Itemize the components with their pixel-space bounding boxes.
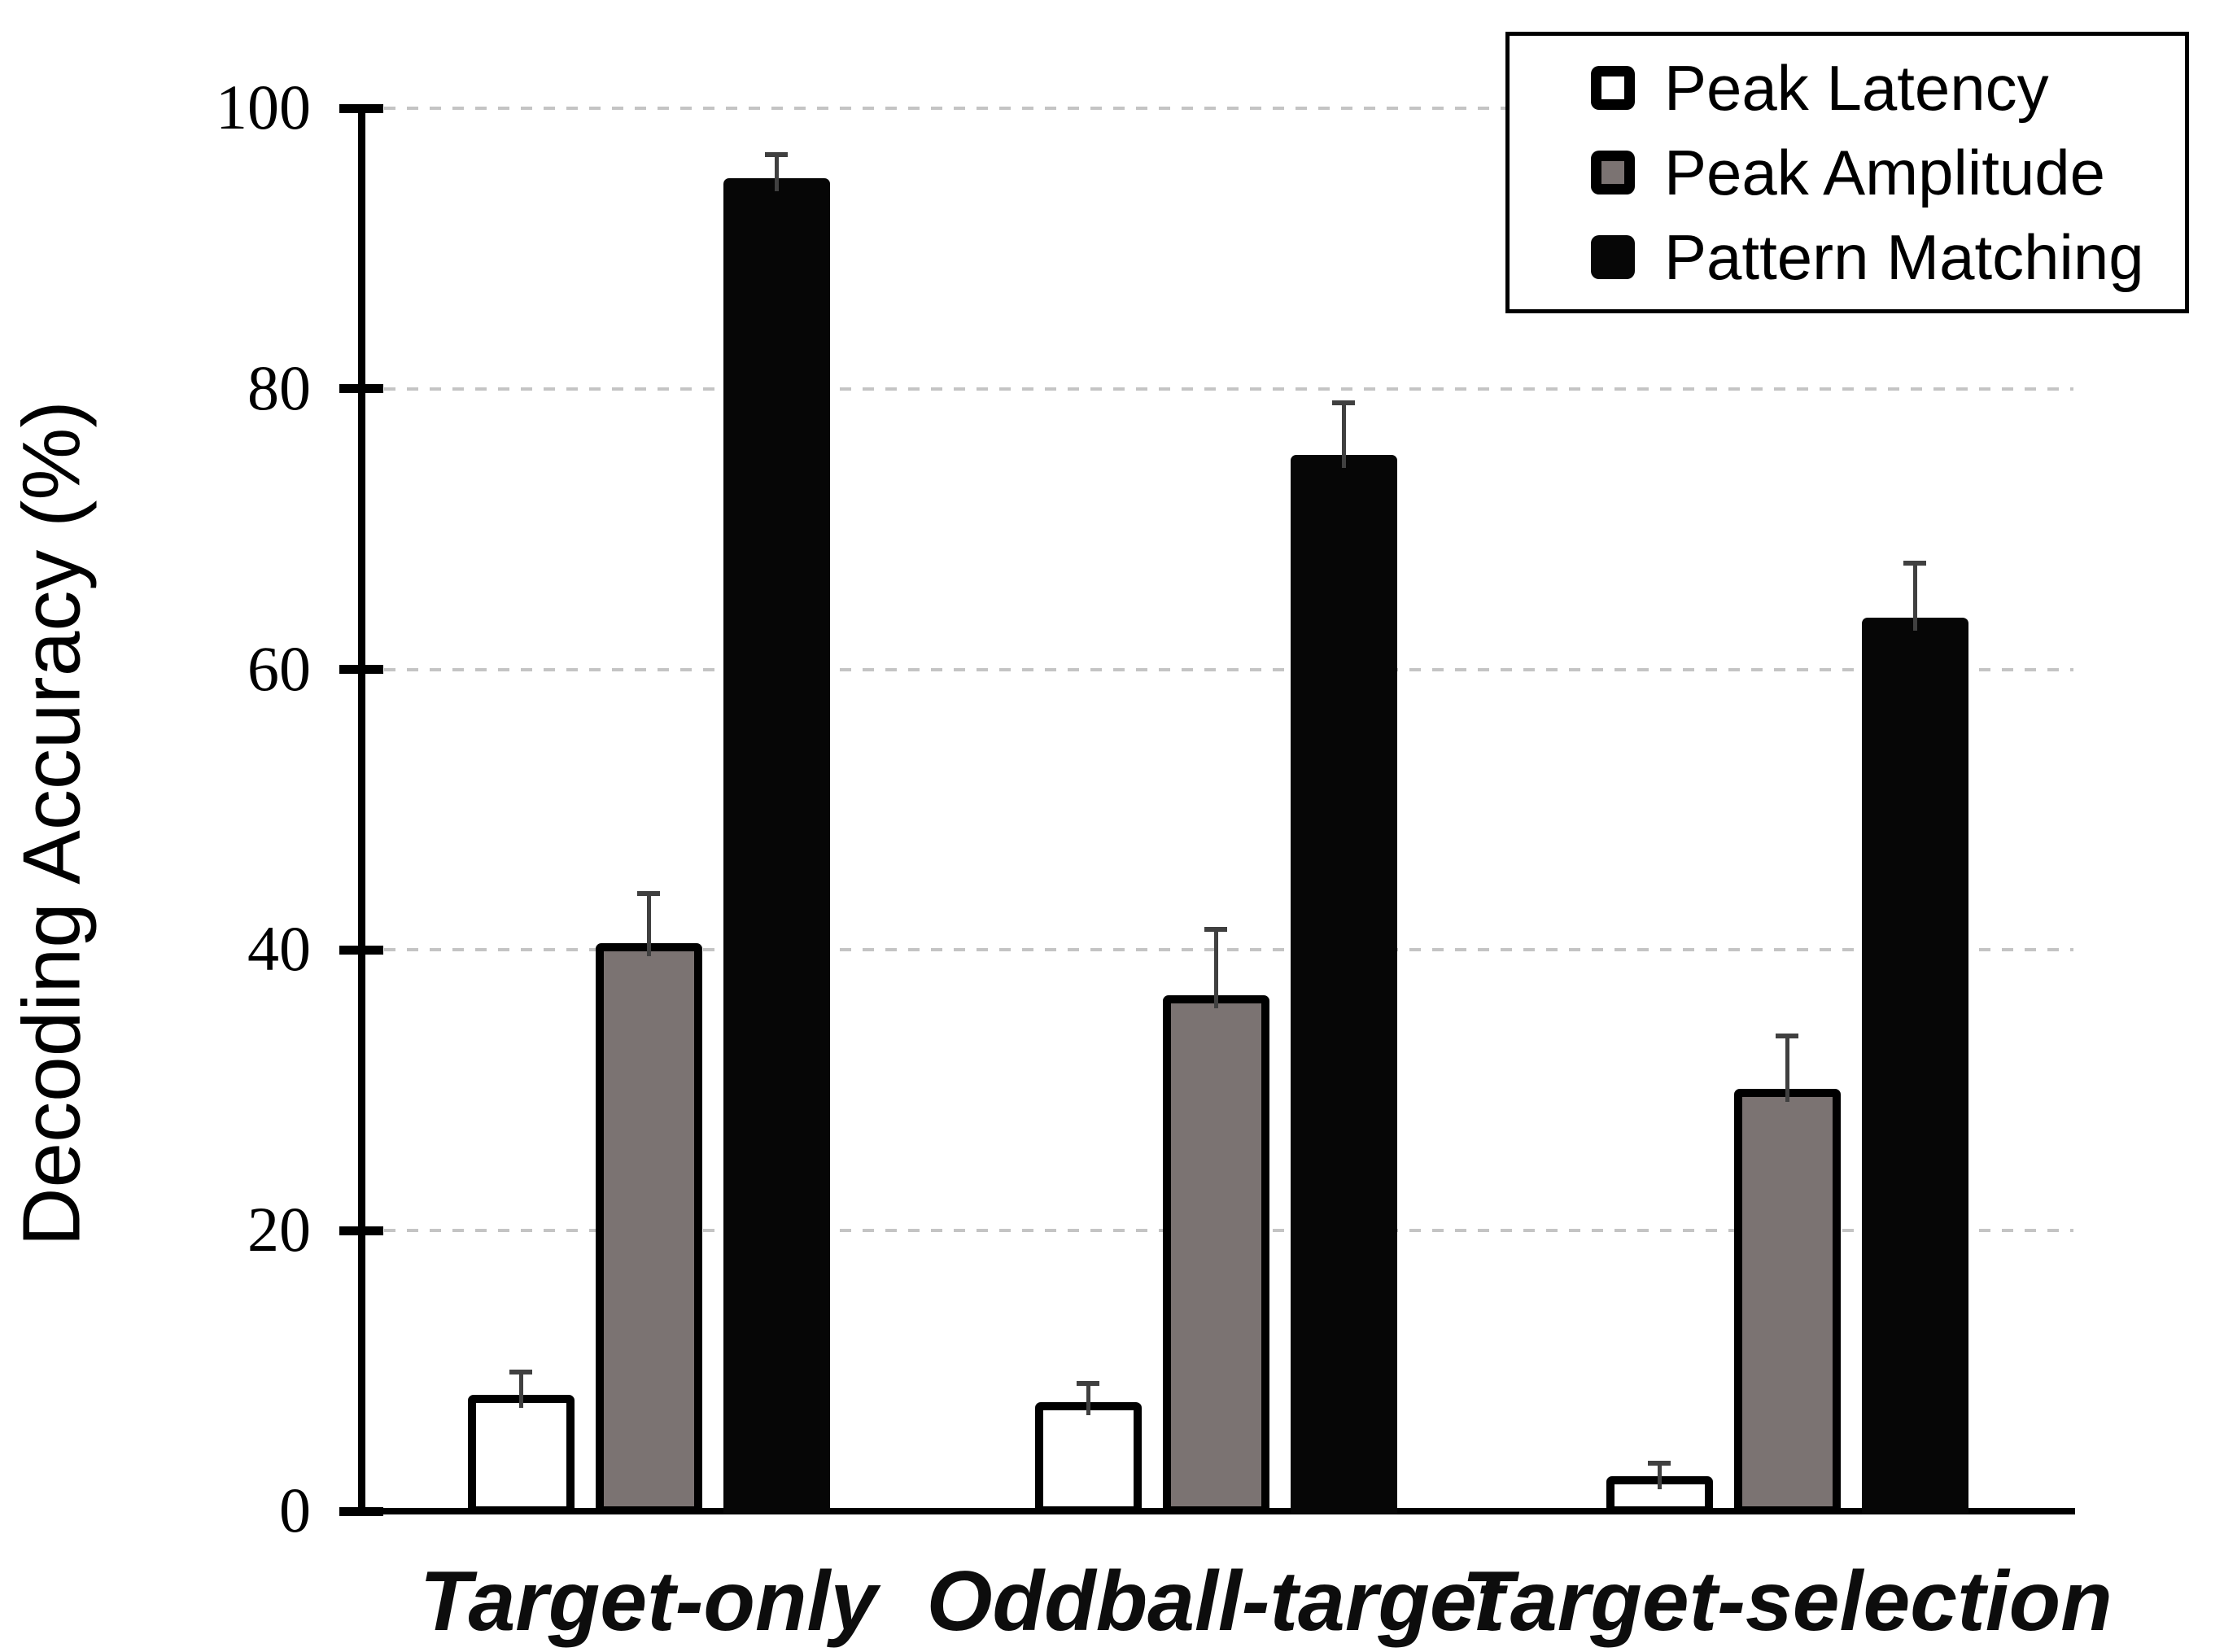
legend-item-peak-amplitude: Peak Amplitude xyxy=(1591,140,2185,205)
error-bar-cap xyxy=(765,151,788,157)
y-tick-label: 60 xyxy=(247,632,311,704)
bar-pattern-matching xyxy=(1861,617,1968,1514)
error-bar-stem xyxy=(1785,1035,1789,1103)
legend: Peak Latency Peak Amplitude Pattern Matc… xyxy=(1505,32,2189,313)
error-bar-cap xyxy=(1903,560,1926,566)
legend-item-pattern-matching: Pattern Matching xyxy=(1591,225,2185,290)
y-tick xyxy=(339,945,383,955)
error-bar-stem xyxy=(1912,562,1917,631)
y-tick-label: 80 xyxy=(247,352,311,423)
bar-peak-amplitude xyxy=(595,942,702,1514)
error-bar-stem xyxy=(518,1372,523,1408)
legend-label-pattern-matching: Pattern Matching xyxy=(1664,221,2144,293)
y-tick xyxy=(339,1506,383,1516)
y-tick xyxy=(339,103,383,113)
y-tick-label: 40 xyxy=(247,913,311,985)
error-bar-cap xyxy=(1776,1033,1798,1038)
error-bar-cap xyxy=(1077,1381,1099,1387)
error-bar-stem xyxy=(1657,1463,1662,1489)
x-category-label: Oddball-target xyxy=(926,1554,1505,1649)
bar-peak-latency xyxy=(467,1394,575,1514)
legend-swatch-peak-amplitude-icon xyxy=(1591,151,1635,194)
error-bar-stem xyxy=(1341,403,1346,468)
legend-label-peak-latency: Peak Latency xyxy=(1664,52,2049,124)
gridline xyxy=(361,387,2073,391)
error-bar-cap xyxy=(1204,926,1227,932)
y-tick xyxy=(339,384,383,394)
y-tick-label: 20 xyxy=(247,1194,311,1265)
legend-item-peak-latency: Peak Latency xyxy=(1591,55,2185,120)
error-bar-stem xyxy=(646,894,651,956)
y-tick-label: 100 xyxy=(216,72,311,142)
error-bar-stem xyxy=(1213,929,1218,1008)
bar-peak-amplitude xyxy=(1733,1089,1841,1514)
error-bar-stem xyxy=(1086,1383,1090,1415)
error-bar-stem xyxy=(774,154,779,192)
bar-peak-amplitude xyxy=(1162,994,1269,1514)
bar-pattern-matching xyxy=(1290,454,1397,1514)
y-tick xyxy=(339,665,383,675)
legend-label-peak-amplitude: Peak Amplitude xyxy=(1664,137,2106,208)
gridline xyxy=(361,667,2073,671)
y-tick xyxy=(339,1226,383,1235)
gridline xyxy=(361,107,2073,110)
y-axis-line xyxy=(358,107,365,1514)
error-bar-cap xyxy=(637,891,660,897)
legend-swatch-pattern-matching-icon xyxy=(1591,235,1635,279)
error-bar-cap xyxy=(1648,1461,1671,1466)
x-category-label: Target-only xyxy=(419,1554,878,1649)
x-category-label: Target-selection xyxy=(1462,1554,2113,1649)
y-tick-label: 0 xyxy=(279,1475,311,1545)
legend-swatch-peak-latency-icon xyxy=(1591,66,1635,110)
error-bar-cap xyxy=(509,1370,532,1375)
bar-pattern-matching xyxy=(723,178,830,1514)
error-bar-cap xyxy=(1332,400,1355,406)
bar-peak-latency xyxy=(1034,1401,1142,1514)
